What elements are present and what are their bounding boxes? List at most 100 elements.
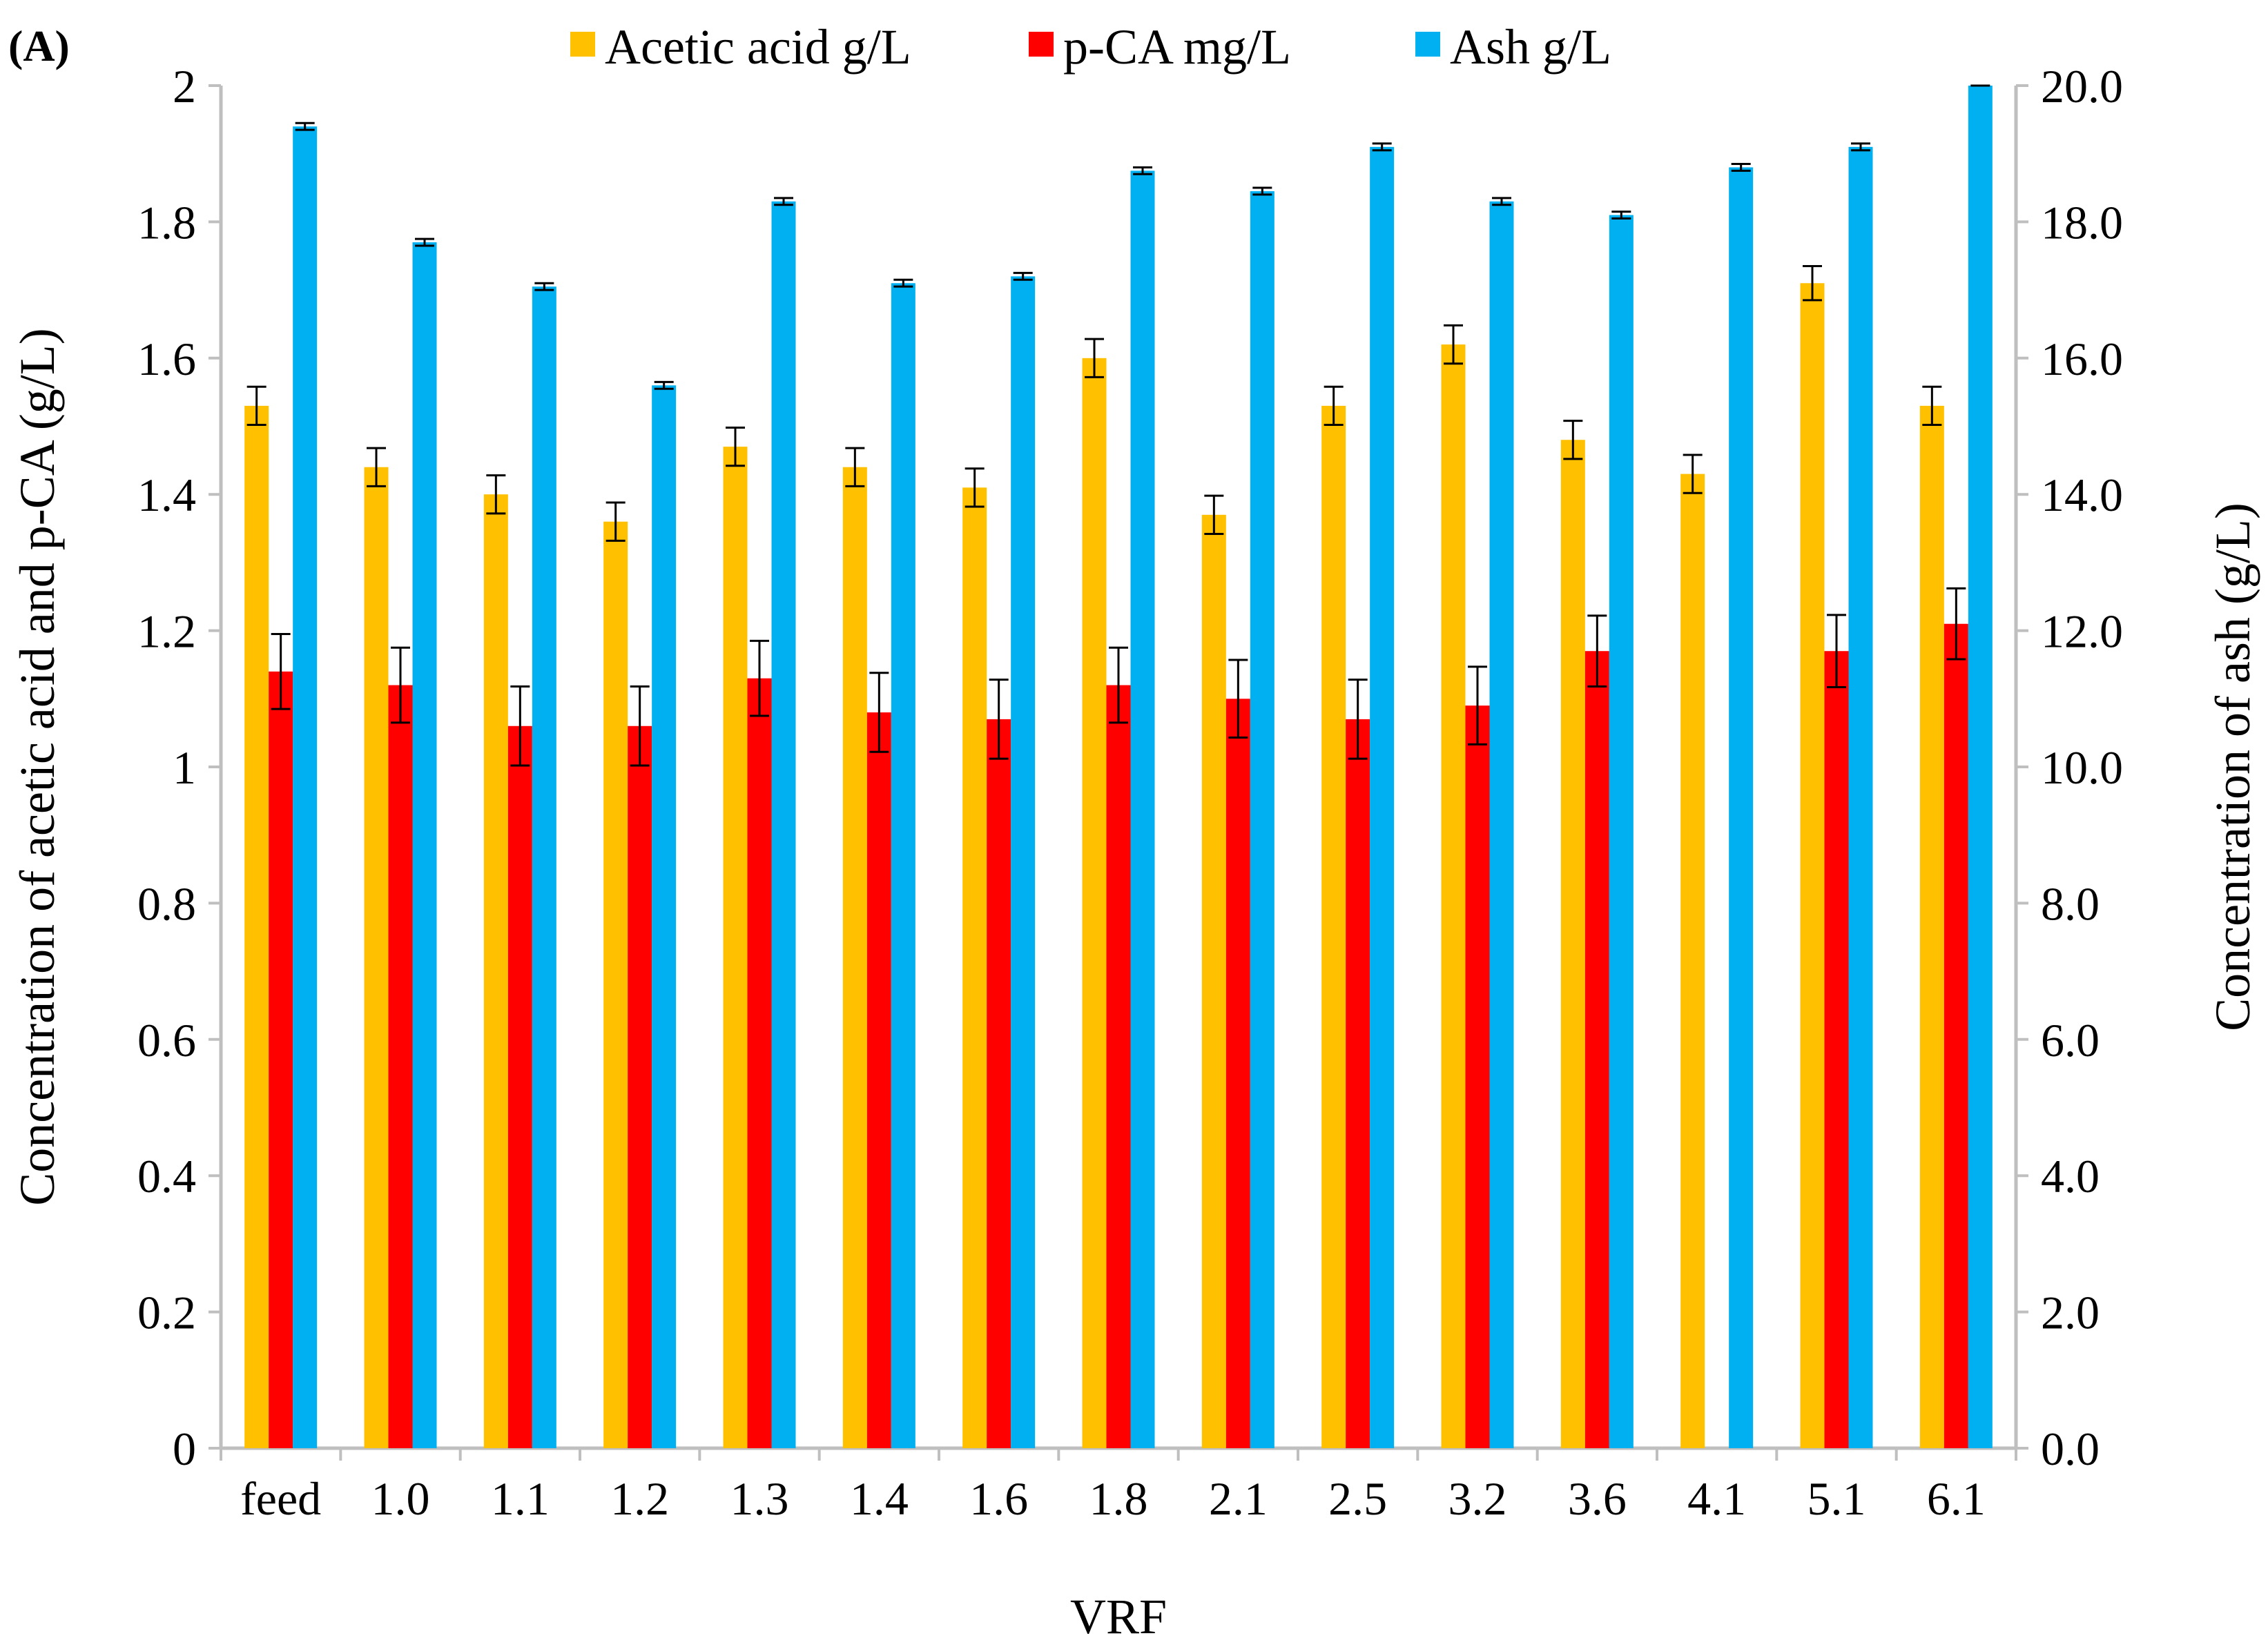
left-tick-label: 0 (173, 1423, 196, 1475)
error-bar-p-ca-mg-l (1228, 659, 1248, 739)
bar-acetic-acid-g-l (364, 467, 389, 1448)
bar-p-ca-mg-l (1106, 685, 1131, 1448)
error-bar-acetic-acid-g-l (1803, 265, 1822, 302)
error-bar-acetic-acid-g-l (1563, 420, 1583, 460)
left-axis-title: Concentration of acetic acid and p-CA (g… (10, 328, 65, 1206)
error-bar-acetic-acid-g-l (1085, 338, 1104, 378)
right-tick-label: 4.0 (2041, 1150, 2100, 1202)
right-tick-label: 8.0 (2041, 877, 2100, 930)
error-bar-acetic-acid-g-l (246, 385, 266, 427)
bar-acetic-acid-g-l (1082, 358, 1107, 1448)
right-axis-title: Concentration of ash (g/L) (2205, 503, 2260, 1031)
legend-label-ash: Ash g/L (1450, 19, 1611, 75)
x-tick-label: 3.2 (1448, 1472, 1507, 1525)
bar-acetic-acid-g-l (483, 494, 508, 1449)
error-bar-ash-g-l (1133, 166, 1152, 175)
error-bar-acetic-acid-g-l (965, 467, 985, 508)
right-tick-label: 6.0 (2041, 1014, 2100, 1066)
error-bar-acetic-acid-g-l (1444, 324, 1463, 365)
left-tick-label: 1.8 (137, 196, 196, 248)
left-tick-label: 1.4 (137, 469, 196, 521)
bar-p-ca-mg-l (1584, 651, 1609, 1449)
error-bar-p-ca-mg-l (1827, 614, 1846, 689)
bar-acetic-acid-g-l (962, 487, 987, 1448)
bar-acetic-acid-g-l (1201, 514, 1226, 1448)
error-bar-p-ca-mg-l (630, 685, 650, 767)
x-axis-title: VRF (1070, 1589, 1167, 1644)
bar-ash-g-l (652, 385, 677, 1448)
left-tick-label: 1.6 (137, 333, 196, 385)
bar-p-ca-mg-l (1465, 705, 1490, 1449)
bar-p-ca-mg-l (747, 678, 772, 1449)
error-bar-ash-g-l (295, 121, 315, 131)
bar-ash-g-l (1011, 276, 1036, 1448)
error-bar-p-ca-mg-l (271, 633, 291, 710)
x-tick-label: 1.1 (491, 1472, 550, 1525)
right-tick-label: 2.0 (2041, 1287, 2100, 1339)
left-tick-label: 1 (173, 741, 196, 794)
x-tick-label: 6.1 (1927, 1472, 1986, 1525)
error-bar-p-ca-mg-l (869, 672, 889, 753)
error-bar-p-ca-mg-l (989, 679, 1009, 760)
bar-ash-g-l (1968, 86, 1993, 1448)
error-bar-ash-g-l (774, 197, 793, 206)
bar-ash-g-l (293, 126, 318, 1449)
left-axis-ticks: 0 0.2 0.4 0.6 0.8 1 1.2 1.4 1.6 1.8 2 (137, 60, 221, 1475)
error-bar-ash-g-l (1731, 163, 1751, 172)
bar-acetic-acid-g-l (1680, 474, 1705, 1448)
left-tick-label: 0.4 (137, 1150, 196, 1202)
bar-acetic-acid-g-l (1560, 440, 1585, 1448)
error-bar-acetic-acid-g-l (726, 426, 745, 467)
error-bars-layer (246, 84, 1990, 767)
error-bar-ash-g-l (534, 282, 554, 291)
error-bar-acetic-acid-g-l (845, 447, 865, 487)
bar-ash-g-l (1370, 146, 1395, 1449)
error-bar-p-ca-mg-l (1109, 646, 1128, 724)
bar-ash-g-l (532, 286, 556, 1448)
error-bar-p-ca-mg-l (1587, 614, 1607, 688)
bar-acetic-acid-g-l (723, 447, 748, 1448)
x-tick-label: feed (240, 1472, 321, 1525)
right-tick-label: 18.0 (2041, 196, 2123, 248)
error-bar-acetic-acid-g-l (486, 474, 506, 515)
error-bar-acetic-acid-g-l (1204, 494, 1224, 535)
x-tick-label: 2.1 (1209, 1472, 1268, 1525)
right-tick-label: 10.0 (2041, 741, 2123, 794)
bar-p-ca-mg-l (1225, 699, 1250, 1448)
bar-acetic-acid-g-l (244, 405, 269, 1448)
bar-p-ca-mg-l (987, 719, 1011, 1448)
bar-ash-g-l (1130, 170, 1155, 1448)
error-bar-p-ca-mg-l (391, 646, 410, 724)
error-bar-p-ca-mg-l (1348, 679, 1368, 760)
x-tick-label: 5.1 (1807, 1472, 1866, 1525)
panel-label: (A) (8, 21, 70, 70)
bars-layer (244, 86, 1993, 1449)
right-tick-label: 12.0 (2041, 605, 2123, 658)
bar-p-ca-mg-l (507, 725, 532, 1448)
error-bar-acetic-acid-g-l (1324, 385, 1344, 427)
bar-p-ca-mg-l (1944, 623, 1968, 1448)
bar-ash-g-l (412, 242, 437, 1448)
error-bar-ash-g-l (1492, 197, 1511, 206)
error-bar-p-ca-mg-l (1946, 587, 1966, 661)
bar-ash-g-l (1848, 146, 1873, 1449)
bar-acetic-acid-g-l (1321, 405, 1346, 1448)
legend: Acetic acid g/L p-CA mg/L Ash g/L (570, 19, 1611, 75)
bar-p-ca-mg-l (866, 712, 891, 1448)
legend-label-p-ca: p-CA mg/L (1063, 19, 1291, 75)
x-tick-label: 3.6 (1568, 1472, 1627, 1525)
x-axis-ticks: feed 1.0 1.1 1.2 1.3 1.4 1.6 1.8 2.1 2.5 3.2 3.6 4.1… (220, 1448, 2017, 1525)
x-tick-label: 1.3 (730, 1472, 789, 1525)
left-tick-label: 0.8 (137, 877, 196, 930)
error-bar-p-ca-mg-l (750, 639, 769, 717)
right-axis-ticks: 0.0 2.0 4.0 6.0 8.0 10.0 12.0 14.0 16.0 18.0 20.0 (2016, 60, 2123, 1475)
bar-p-ca-mg-l (1346, 719, 1370, 1448)
error-bar-p-ca-mg-l (1468, 665, 1487, 745)
x-tick-label: 1.6 (969, 1472, 1028, 1525)
bar-ash-g-l (1489, 201, 1514, 1448)
legend-label-acetic-acid: Acetic acid g/L (605, 19, 911, 75)
x-tick-label: 1.8 (1089, 1472, 1148, 1525)
error-bar-ash-g-l (1372, 142, 1392, 152)
legend-swatch-p-ca (1029, 32, 1054, 57)
